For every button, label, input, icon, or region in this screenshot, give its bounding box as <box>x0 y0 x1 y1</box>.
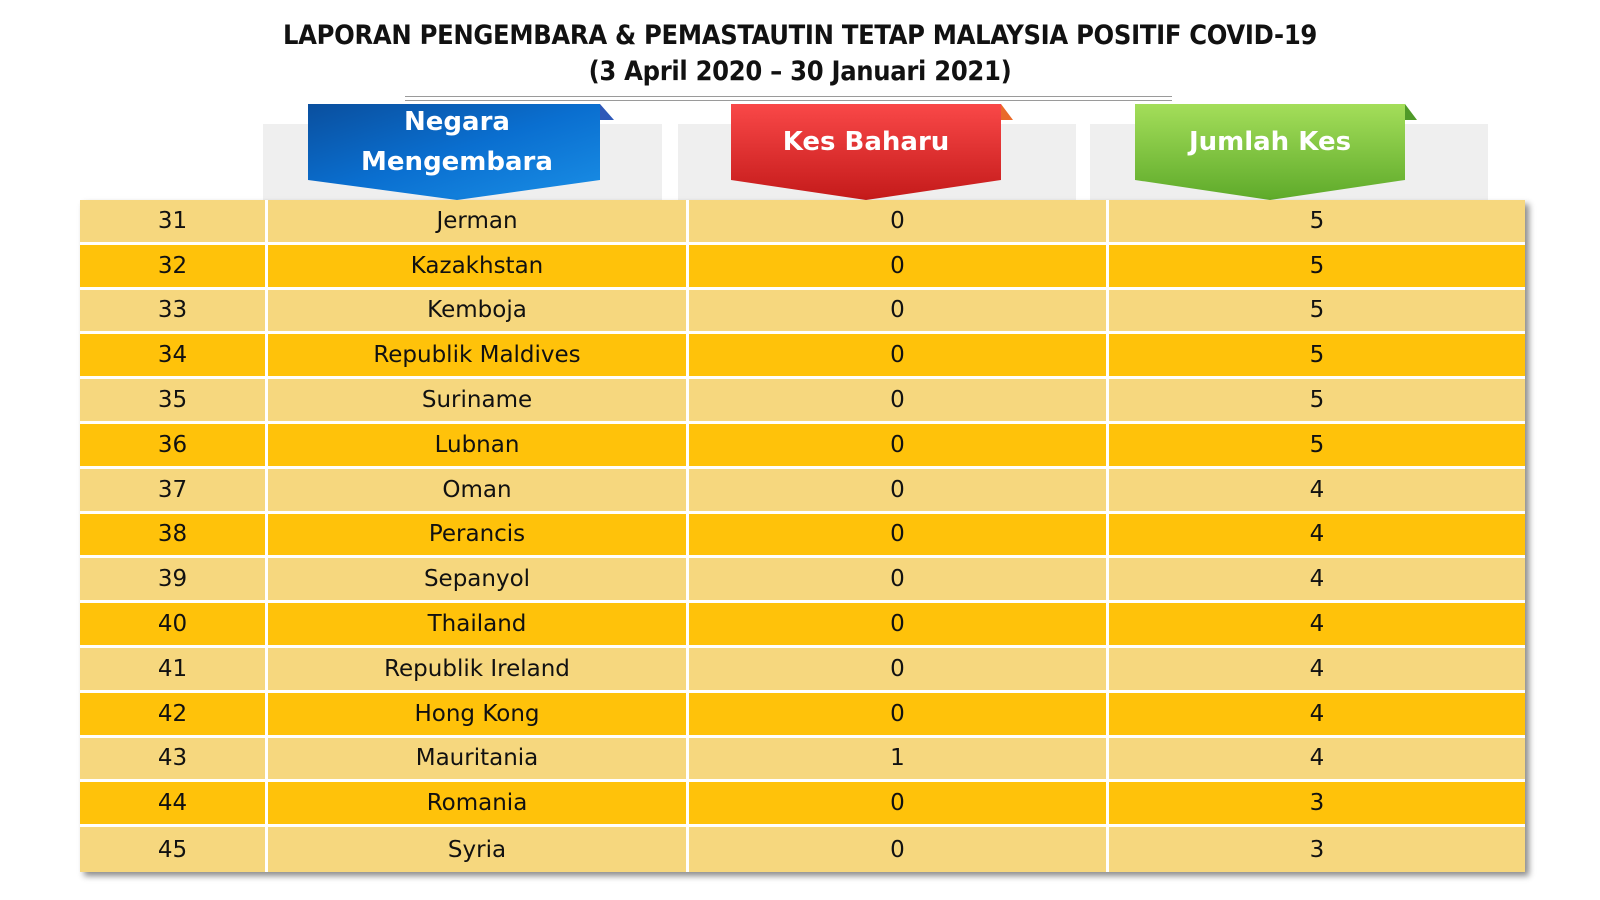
row-number-cell: 35 <box>80 379 268 424</box>
table-row: 42 Hong Kong 0 4 <box>80 692 1525 738</box>
new-cases-cell: 0 <box>689 648 1109 693</box>
new-cases-cell: 0 <box>689 468 1109 514</box>
row-number-cell: 45 <box>80 827 268 872</box>
table-row: 32 Kazakhstan 0 5 <box>80 244 1525 290</box>
new-cases-cell: 0 <box>689 244 1109 290</box>
total-cases-cell: 4 <box>1109 648 1525 693</box>
header-banner-green <box>1135 104 1417 200</box>
table-row: 36 Lubnan 0 5 <box>80 424 1525 469</box>
total-cases-cell: 3 <box>1109 782 1525 828</box>
table-row: 38 Perancis 0 4 <box>80 513 1525 559</box>
new-cases-cell: 0 <box>689 379 1109 424</box>
country-cell: Thailand <box>268 603 689 648</box>
new-cases-cell: 0 <box>689 513 1109 559</box>
country-cell: Republik Maldives <box>268 334 689 380</box>
total-cases-cell: 4 <box>1109 603 1525 648</box>
header-jumlah-kes-label: Jumlah Kes <box>1188 127 1352 157</box>
country-cell: Kazakhstan <box>268 244 689 290</box>
row-number-cell: 42 <box>80 692 268 738</box>
total-cases-cell: 4 <box>1109 513 1525 559</box>
row-number-cell: 34 <box>80 334 268 380</box>
total-cases-cell: 4 <box>1109 737 1525 783</box>
country-cell: Syria <box>268 827 689 872</box>
country-cell: Oman <box>268 468 689 514</box>
country-cell: Suriname <box>268 379 689 424</box>
total-cases-cell: 5 <box>1109 244 1525 290</box>
total-cases-cell: 4 <box>1109 692 1525 738</box>
column-header-jumlah-kes: Jumlah Kes <box>1135 104 1433 202</box>
new-cases-cell: 1 <box>689 737 1109 783</box>
row-number-cell: 37 <box>80 468 268 514</box>
country-cell: Sepanyol <box>268 558 689 604</box>
header-negara-line1: Negara <box>404 107 510 137</box>
table-row: 34 Republik Maldives 0 5 <box>80 334 1525 380</box>
row-number-cell: 44 <box>80 782 268 828</box>
title-divider <box>405 96 1172 101</box>
cases-table: 31 Jerman 0 5 32 Kazakhstan 0 5 33 Kemboja 0 5 34 Rep… <box>80 200 1525 872</box>
header-negara-line2: Mengembara <box>361 147 553 177</box>
column-header-kes-baharu: Kes Baharu <box>731 104 1029 202</box>
country-cell: Republik Ireland <box>268 648 689 693</box>
new-cases-cell: 0 <box>689 603 1109 648</box>
row-number-cell: 36 <box>80 424 268 469</box>
table-row: 40 Thailand 0 4 <box>80 603 1525 648</box>
header-kes-baharu-label: Kes Baharu <box>782 127 950 157</box>
new-cases-cell: 0 <box>689 692 1109 738</box>
new-cases-cell: 0 <box>689 334 1109 380</box>
row-number-cell: 31 <box>80 200 268 245</box>
country-cell: Mauritania <box>268 737 689 783</box>
new-cases-cell: 0 <box>689 200 1109 245</box>
total-cases-cell: 5 <box>1109 379 1525 424</box>
table-row: 45 Syria 0 3 <box>80 827 1525 872</box>
total-cases-cell: 5 <box>1109 200 1525 245</box>
header-negara-label: Negara Mengembara <box>308 104 606 180</box>
new-cases-cell: 0 <box>689 289 1109 335</box>
new-cases-cell: 0 <box>689 782 1109 828</box>
report-title-line2: (3 April 2020 – 30 Januari 2021) <box>588 56 1012 87</box>
new-cases-cell: 0 <box>689 558 1109 604</box>
row-number-cell: 39 <box>80 558 268 604</box>
row-number-cell: 41 <box>80 648 268 693</box>
row-number-cell: 40 <box>80 603 268 648</box>
column-header-negara: Negara Mengembara <box>308 104 614 202</box>
table-row: 35 Suriname 0 5 <box>80 379 1525 424</box>
country-cell: Hong Kong <box>268 692 689 738</box>
table-row: 41 Republik Ireland 0 4 <box>80 648 1525 693</box>
table-row: 37 Oman 0 4 <box>80 468 1525 514</box>
new-cases-cell: 0 <box>689 424 1109 469</box>
country-cell: Kemboja <box>268 289 689 335</box>
total-cases-cell: 4 <box>1109 468 1525 514</box>
table-row: 39 Sepanyol 0 4 <box>80 558 1525 604</box>
row-number-cell: 38 <box>80 513 268 559</box>
new-cases-cell: 0 <box>689 827 1109 872</box>
total-cases-cell: 3 <box>1109 827 1525 872</box>
country-cell: Jerman <box>268 200 689 245</box>
report-title-line1: LAPORAN PENGEMBARA & PEMASTAUTIN TETAP M… <box>282 20 1318 51</box>
report-title: LAPORAN PENGEMBARA & PEMASTAUTIN TETAP M… <box>0 18 1600 90</box>
table-row: 33 Kemboja 0 5 <box>80 289 1525 335</box>
row-number-cell: 33 <box>80 289 268 335</box>
table-row: 31 Jerman 0 5 <box>80 200 1525 245</box>
table-row: 44 Romania 0 3 <box>80 782 1525 828</box>
header-banner-blue <box>308 104 614 200</box>
total-cases-cell: 4 <box>1109 558 1525 604</box>
table-row: 43 Mauritania 1 4 <box>80 737 1525 783</box>
country-cell: Perancis <box>268 513 689 559</box>
total-cases-cell: 5 <box>1109 424 1525 469</box>
total-cases-cell: 5 <box>1109 289 1525 335</box>
total-cases-cell: 5 <box>1109 334 1525 380</box>
country-cell: Lubnan <box>268 424 689 469</box>
country-cell: Romania <box>268 782 689 828</box>
row-number-cell: 43 <box>80 737 268 783</box>
row-number-cell: 32 <box>80 244 268 290</box>
header-banner-red <box>731 104 1013 200</box>
